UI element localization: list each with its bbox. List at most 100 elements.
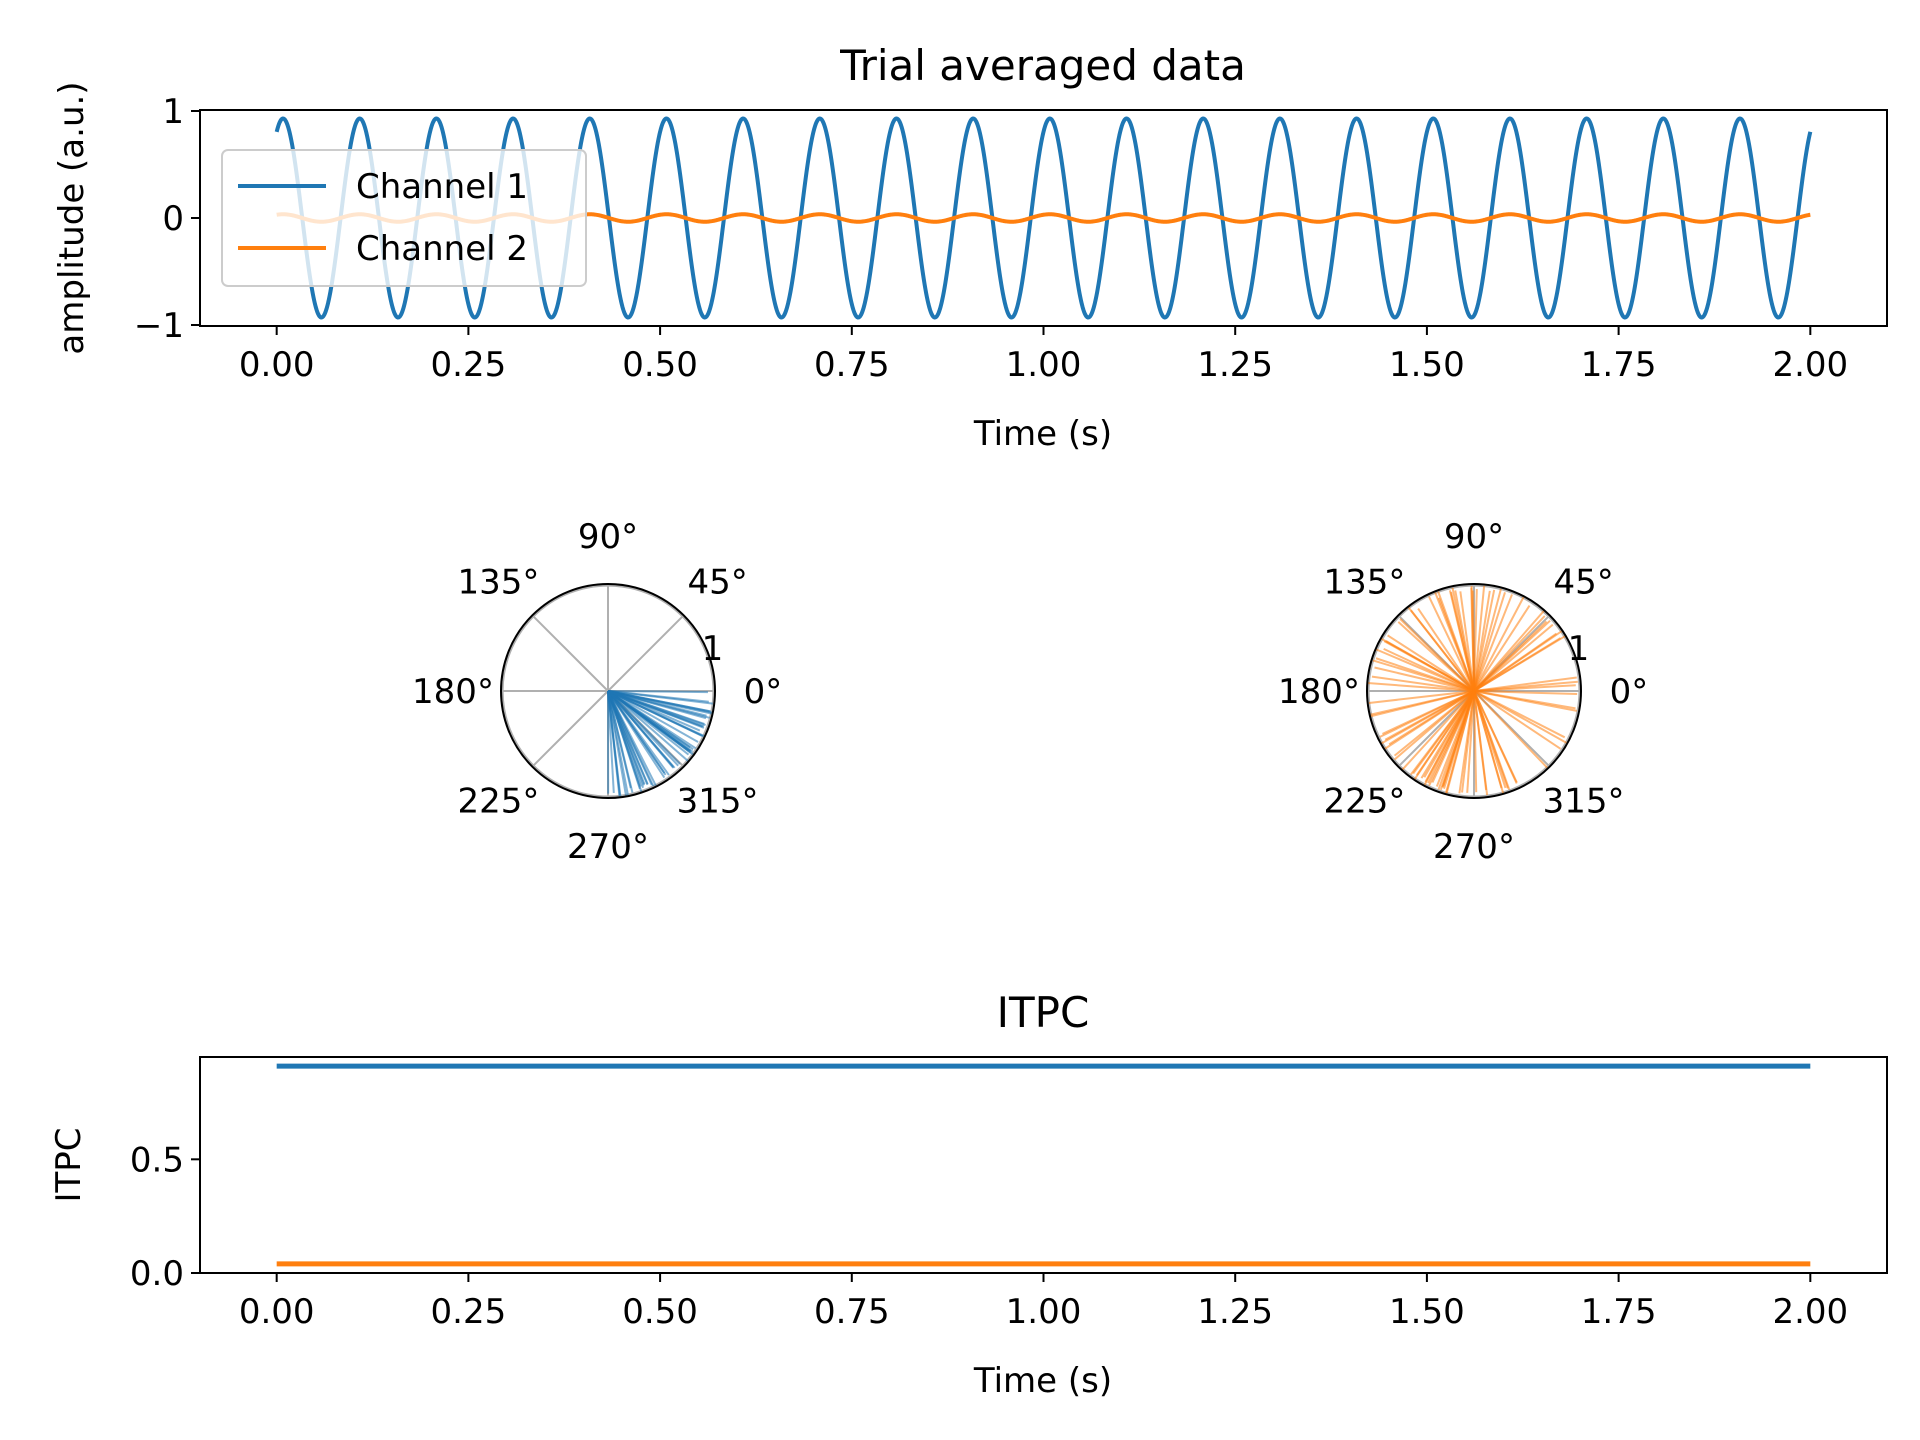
polar-plot-channel-2: 0° 45° 90° 135° 180° 225° 270° 315° 1 (1278, 517, 1648, 867)
polar-phase-line (607, 690, 628, 797)
polar-phase-line (1473, 690, 1566, 739)
polar-angle-label: 0° (744, 672, 783, 712)
polar-angle-label: 135° (457, 562, 539, 602)
trial-y-tick-label: 0 (162, 199, 184, 239)
polar-phase-line (1387, 634, 1475, 692)
polar-spoke-gridline (607, 614, 685, 692)
polar-phase-line (1473, 630, 1563, 692)
polar-phase-line (1397, 621, 1475, 692)
polar-phase-line (1382, 690, 1475, 735)
polar-angle-label: 225° (457, 782, 539, 822)
polar-phase-line (1473, 585, 1486, 692)
polar-phase-line (607, 690, 707, 720)
polar-phase-line (1473, 690, 1578, 712)
polar-phase-line (607, 690, 699, 743)
polar-phase-line (1374, 666, 1475, 692)
itpc-x-tick-label: 1.75 (1581, 1292, 1657, 1332)
polar-phase-line (1473, 690, 1488, 791)
polar-angle-label: 45° (1553, 562, 1613, 602)
itpc-x-tick-label: 0.75 (814, 1292, 890, 1332)
polar-spoke-gridline (531, 614, 609, 692)
trial-x-tick-label: 1.50 (1389, 345, 1465, 385)
trial-x-tick-label: 0.00 (239, 345, 315, 385)
polar-radial-gridline (1367, 584, 1581, 798)
polar-phase-line (1459, 591, 1475, 692)
trial-x-tick-label: 0.50 (622, 345, 698, 385)
polar-angle-label: 45° (687, 562, 747, 602)
polar-phase-line (1473, 690, 1507, 789)
polar-phase-line (1428, 596, 1475, 692)
polar-phase-line (1473, 590, 1491, 692)
itpc-y-ticks: 0.0 0.5 (130, 1140, 200, 1294)
trial-x-tick-label: 1.75 (1581, 345, 1657, 385)
itpc-x-axis-label: Time (s) (973, 1361, 1112, 1401)
polar-angle-label: 135° (1323, 562, 1405, 602)
polar-phase-line (1473, 594, 1513, 692)
itpc-x-tick-label: 1.25 (1197, 1292, 1273, 1332)
itpc-x-tick-label: 1.00 (1006, 1292, 1082, 1332)
chart-title-itpc: ITPC (997, 988, 1090, 1037)
polar-phase-line (607, 690, 675, 769)
itpc-x-tick-label: 0.00 (239, 1292, 315, 1332)
polar-angle-label: 180° (412, 672, 494, 712)
polar-angle-label: 225° (1323, 782, 1405, 822)
itpc-x-tick-label: 0.25 (431, 1292, 507, 1332)
polar-phase-line (607, 690, 681, 765)
polar-phase-line (1371, 675, 1475, 692)
legend: Channel 1 Channel 2 (221, 149, 587, 287)
polar-phase-line (1413, 690, 1475, 780)
panel-itpc: ITPC 0.00 0.25 0.50 0.75 1.00 1.25 1.50 1.75 2.0… (49, 988, 1888, 1401)
trial-y-tick-label: −1 (134, 306, 184, 346)
polar-phase-line (607, 690, 649, 785)
trial-y-axis-label: amplitude (a.u.) (52, 81, 92, 354)
polar-phase-line (1370, 690, 1475, 718)
itpc-y-tick-label: 0.0 (130, 1254, 184, 1294)
panel-trial-averaged: Trial averaged data 0.00 0.25 0.50 0.75 1.00… (52, 41, 1888, 454)
itpc-x-tick-label: 1.50 (1389, 1292, 1465, 1332)
polar-phase-line (607, 690, 694, 756)
polar-phase-line (1427, 690, 1475, 784)
polar-outer-circle (1366, 583, 1582, 799)
polar-angle-label: 315° (677, 782, 759, 822)
trial-x-tick-label: 0.25 (431, 345, 507, 385)
polar-angle-label: 315° (1543, 782, 1625, 822)
chart-title-trial: Trial averaged data (839, 41, 1246, 90)
polar-phase-line (1372, 659, 1475, 692)
trial-y-tick-label: 1 (162, 92, 184, 132)
polar-phase-line (1367, 681, 1475, 692)
polar-phase-line (1448, 590, 1475, 692)
polar-phase-line (1384, 690, 1475, 750)
itpc-y-axis-label: ITPC (49, 1127, 89, 1202)
polar-phase-line (1417, 608, 1475, 692)
polar-phase-line (1473, 592, 1506, 692)
trial-x-tick-label: 2.00 (1772, 345, 1848, 385)
polar-phase-line (1473, 596, 1525, 692)
trial-y-ticks: 1 0 −1 (134, 92, 200, 346)
itpc-x-ticks: 0.00 0.25 0.50 0.75 1.00 1.25 1.50 1.75 2.00 (239, 1273, 1848, 1332)
polar-radial-tick-label: 1 (1568, 629, 1590, 669)
itpc-series-group (276, 1063, 1811, 1267)
polar-phase-line (1383, 647, 1475, 692)
polar-radial-gridline (501, 584, 715, 798)
polar-phase-line (1368, 690, 1475, 705)
polar-phase-line (1401, 690, 1475, 771)
polar-phase-line (1473, 690, 1518, 784)
polar-angle-label: 270° (1433, 827, 1515, 867)
polar-phase-line (607, 690, 706, 738)
legend-label-channel-1: Channel 1 (356, 167, 528, 207)
polar-phase-line (1473, 690, 1548, 769)
polar-phase-line (1407, 606, 1475, 692)
polar-phase-line (1473, 615, 1546, 692)
polar-plot-channel-1: 0° 45° 90° 135° 180° 225° 270° 315° 1 (412, 517, 782, 867)
polar-phase-line (1439, 690, 1475, 791)
itpc-axes-frame (199, 1056, 1888, 1274)
polar-phase-line (607, 690, 709, 703)
polar-outer-circle (500, 583, 716, 799)
trial-x-axis-label: Time (s) (973, 414, 1112, 454)
polar-phase-line (1458, 690, 1475, 794)
polar-phase-line (1437, 591, 1475, 692)
itpc-x-tick-label: 2.00 (1772, 1292, 1848, 1332)
itpc-y-tick-label: 0.5 (130, 1140, 184, 1180)
polar-radial-tick-label: 1 (702, 629, 724, 669)
